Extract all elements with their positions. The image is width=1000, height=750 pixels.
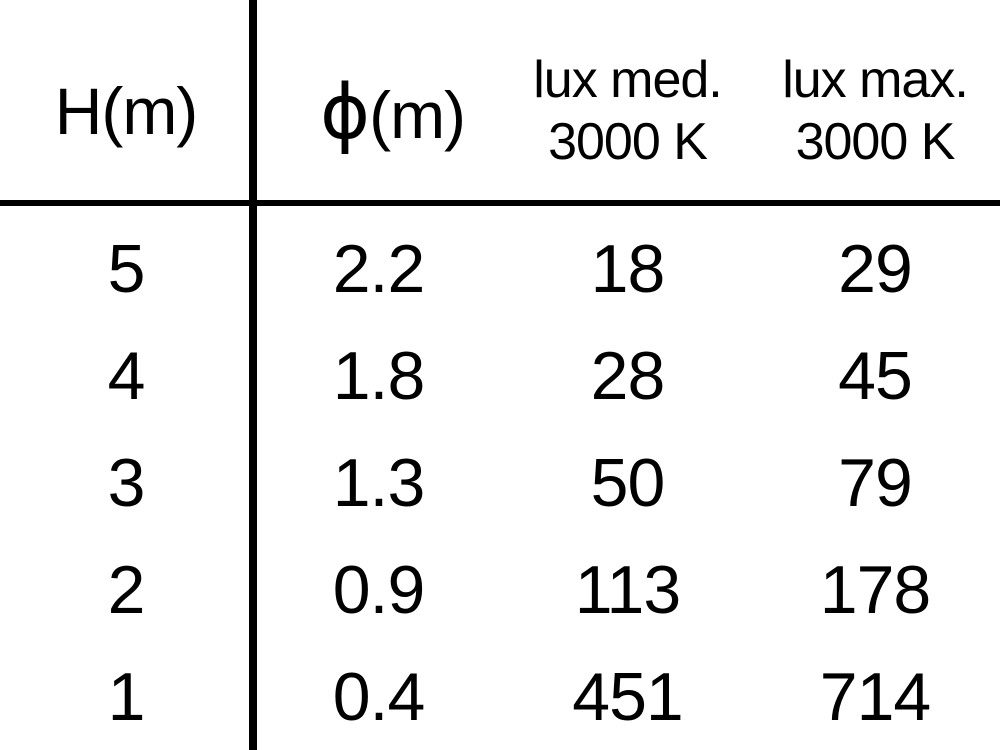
column-header-phi-suffix: (m) bbox=[369, 77, 466, 152]
column-header-lux-max-label: lux max. bbox=[782, 51, 969, 109]
cell-lux-max: 178 bbox=[819, 551, 931, 628]
header-divider-line bbox=[0, 200, 1000, 206]
column-header-lux-med: lux med. 3000 K bbox=[505, 49, 750, 173]
cell-phi: 1.3 bbox=[332, 444, 426, 521]
cell-phi: 0.9 bbox=[332, 551, 426, 628]
column-header-h-label: H(m) bbox=[54, 74, 199, 148]
cell-lux-max: 714 bbox=[819, 658, 931, 735]
table-body: 5 2.2 18 29 4 1.8 28 45 3 1.3 50 79 2 0.… bbox=[0, 206, 1000, 750]
phi-symbol: ϕ bbox=[319, 66, 370, 156]
cell-lux-med: 113 bbox=[574, 551, 681, 628]
column-header-lux-med-sublabel: 3000 K bbox=[548, 113, 708, 171]
table-row: 2 0.9 113 178 bbox=[0, 536, 1000, 643]
cell-h: 1 bbox=[107, 658, 146, 735]
cell-h: 2 bbox=[107, 551, 146, 628]
table-row: 1 0.4 451 714 bbox=[0, 643, 1000, 750]
cell-h: 5 bbox=[107, 231, 146, 308]
cell-lux-med: 18 bbox=[590, 231, 666, 308]
column-header-lux-max: lux max. 3000 K bbox=[750, 49, 1000, 173]
column-header-phi: ϕ(m) bbox=[266, 67, 519, 156]
cell-phi: 1.8 bbox=[332, 338, 426, 415]
column-divider-line bbox=[249, 0, 257, 750]
table-row: 3 1.3 50 79 bbox=[0, 430, 1000, 537]
cell-lux-max: 79 bbox=[838, 444, 913, 521]
table-header: H(m) ϕ(m) lux med. 3000 K lux max. 3000 … bbox=[0, 0, 1000, 200]
cell-h: 4 bbox=[107, 338, 146, 415]
column-header-h: H(m) bbox=[0, 73, 252, 149]
table-row: 5 2.2 18 29 bbox=[0, 216, 1000, 323]
column-header-lux-med-label: lux med. bbox=[533, 51, 723, 109]
cell-lux-med: 28 bbox=[590, 338, 666, 415]
table-row: 4 1.8 28 45 bbox=[0, 323, 1000, 430]
cell-h: 3 bbox=[107, 444, 146, 521]
cell-phi: 2.2 bbox=[332, 231, 426, 308]
cell-lux-max: 29 bbox=[838, 231, 913, 308]
cell-lux-max: 45 bbox=[838, 338, 913, 415]
column-header-lux-max-sublabel: 3000 K bbox=[795, 113, 956, 171]
cell-phi: 0.4 bbox=[332, 658, 426, 735]
cell-lux-med: 50 bbox=[590, 444, 666, 521]
cell-lux-med: 451 bbox=[572, 658, 683, 735]
